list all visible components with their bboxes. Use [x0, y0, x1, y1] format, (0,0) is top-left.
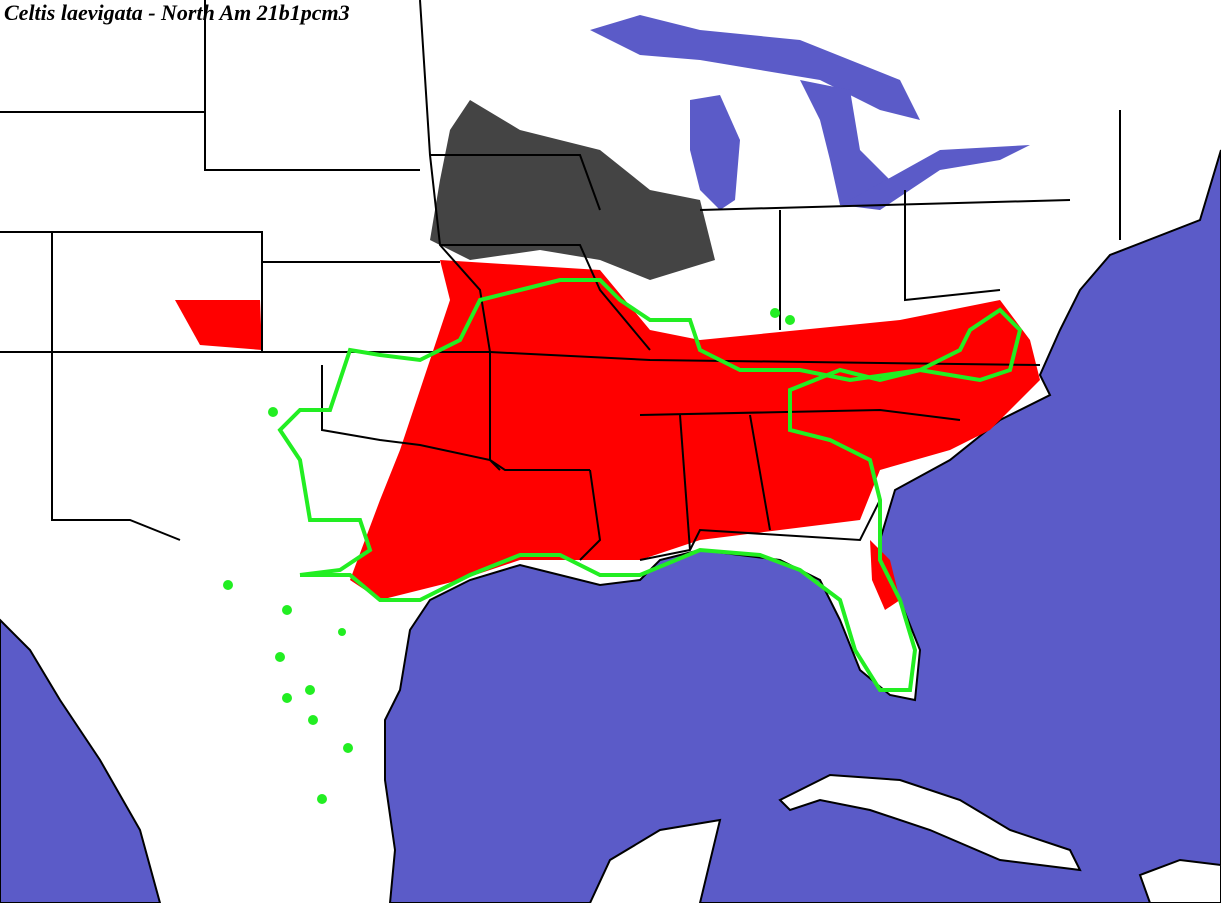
lake [800, 80, 900, 210]
lake [690, 95, 740, 210]
range-area [175, 300, 262, 350]
range-area [350, 260, 1040, 600]
island [778, 773, 1082, 872]
range-area [430, 100, 715, 280]
lake [590, 15, 920, 120]
map-title: Celtis laevigata - North Am 21b1pcm3 [4, 0, 350, 25]
ocean [0, 618, 162, 903]
range-area [870, 540, 900, 610]
island [1138, 858, 1221, 903]
range-points [223, 308, 795, 804]
lake [850, 145, 1030, 210]
borders [0, 0, 1121, 561]
range-outline [277, 278, 1023, 692]
